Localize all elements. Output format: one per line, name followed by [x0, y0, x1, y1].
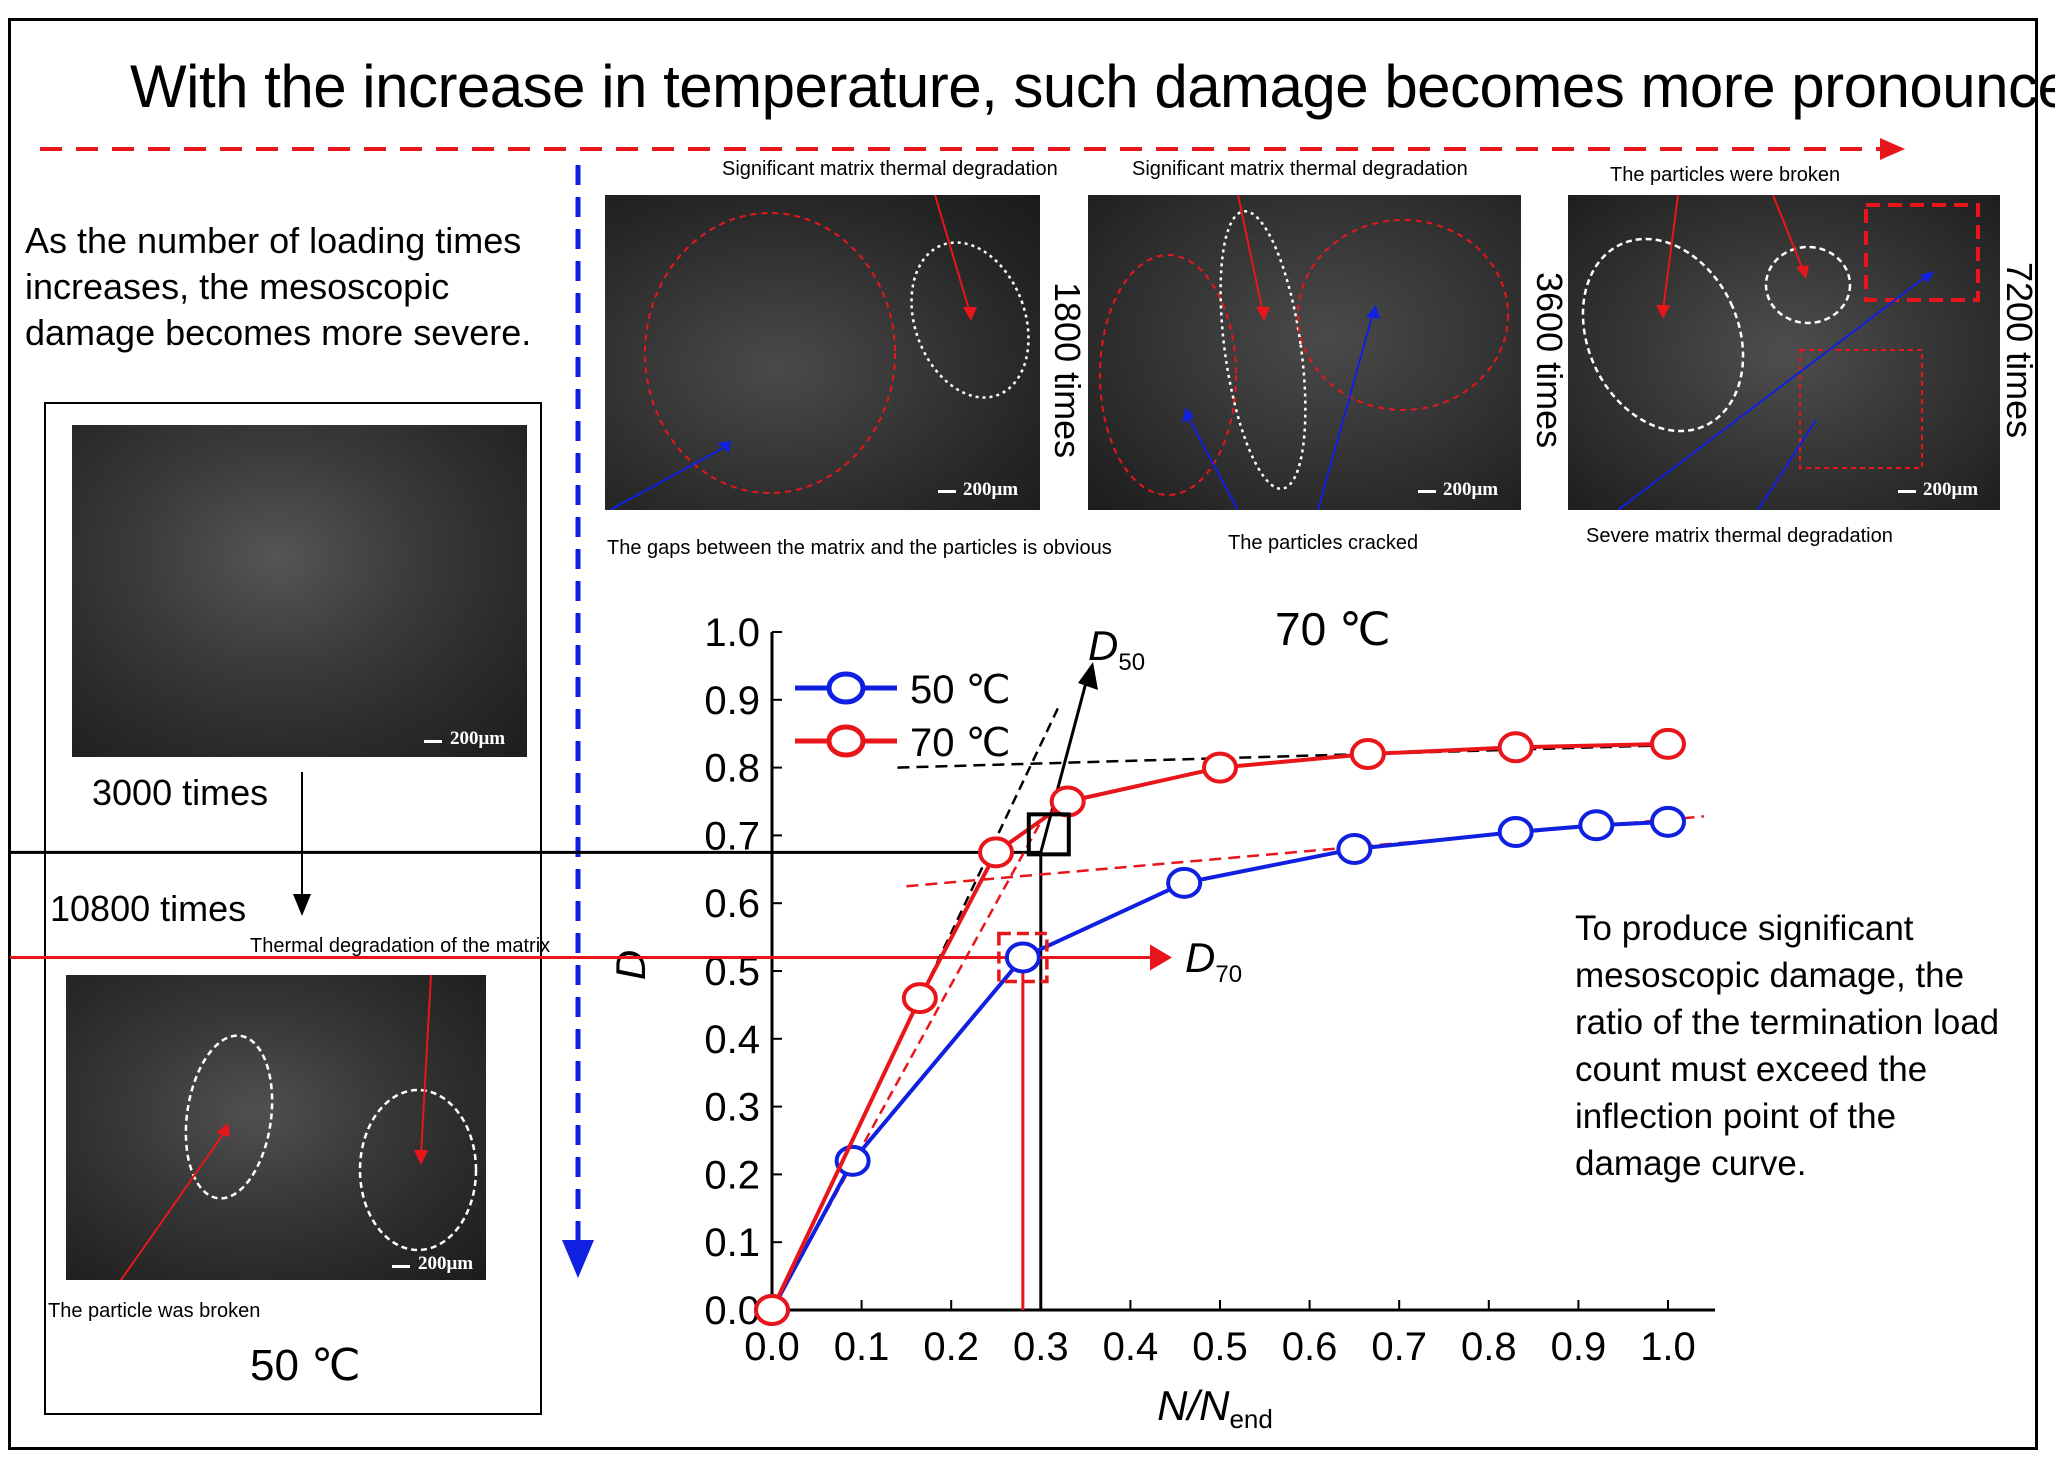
series-line-1: [770, 741, 1669, 1311]
left-panel: [44, 402, 542, 1415]
temperature-arrow-head: [1880, 138, 1905, 160]
sem-markings-3600: [1099, 195, 1509, 510]
data-point: [1497, 731, 1534, 764]
scale-bar-label: 200μm: [450, 728, 506, 749]
label-particles-broken: The particles were broken: [1610, 164, 1841, 186]
data-point: [1166, 866, 1203, 899]
y-tick-label: 0.3: [704, 1086, 760, 1130]
d50-arrow-head: [1078, 662, 1098, 690]
x-tick-label: 0.6: [1282, 1325, 1338, 1369]
sem-markings-7200: [1581, 195, 1980, 510]
label-gaps: The gaps between the matrix and the part…: [607, 537, 1112, 559]
chart-title: 70 ℃: [1275, 603, 1391, 655]
d50-marker-box: [1026, 812, 1071, 857]
times-10800: 10800 times: [50, 888, 247, 929]
legend-marker: [826, 724, 866, 758]
legend-marker: [826, 671, 866, 705]
label-severe-degradation: Severe matrix thermal degradation: [1586, 525, 1893, 547]
y-tick-label: 0.8: [704, 747, 760, 791]
y-tick-label: 0.0: [704, 1289, 760, 1333]
x-tick-label: 0.4: [1103, 1325, 1159, 1369]
data-point: [901, 982, 938, 1015]
data-point: [978, 836, 1014, 869]
tangent-line-initial-50: [770, 821, 1042, 1311]
x-tick-label: 0.5: [1192, 1325, 1248, 1369]
left-temperature: 50 ℃: [250, 1341, 361, 1390]
y-tick-label: 0.6: [704, 882, 760, 926]
tangent-line-plateau-70: [897, 743, 1669, 769]
d50-arrow-line: [1039, 674, 1090, 853]
x-tick-label: 0.2: [923, 1325, 979, 1369]
data-point: [1336, 832, 1373, 865]
label-matrix-degradation-1: Significant matrix thermal degradation: [722, 158, 1058, 180]
conclusion-text: To produce significant mesoscopic damage…: [1575, 909, 2000, 1183]
scale-bar-label: 200μm: [418, 1253, 474, 1274]
data-point: [1650, 805, 1686, 838]
side-note: As the number of loading times increases…: [25, 220, 532, 353]
legend-label: 50 ℃: [910, 668, 1011, 712]
sem-image-3600: 200μm: [1088, 195, 1521, 510]
data-point: [1578, 809, 1615, 842]
sem-image-7200: 200μm: [1568, 195, 2000, 510]
d70-marker-box: [997, 931, 1049, 984]
data-point: [1497, 816, 1534, 849]
loading-arrow-head: [562, 1240, 594, 1278]
headline: With the increase in temperature, such d…: [130, 53, 2055, 120]
legend-label: 70 ℃: [910, 721, 1011, 765]
sem-markings-1800: [609, 195, 1030, 510]
sem-image-1800: 200μm: [605, 195, 1040, 510]
x-tick-label: 0.3: [1013, 1325, 1069, 1369]
x-tick-label: 0.7: [1371, 1325, 1427, 1369]
label-thermal-degradation: Thermal degradation of the matrix: [250, 935, 551, 957]
y-tick-label: 0.1: [704, 1221, 760, 1265]
y-tick-label: 1.0: [704, 611, 760, 655]
x-axis-label: N/Nend: [1157, 1382, 1273, 1434]
data-point: [1049, 785, 1086, 818]
data-point: [1202, 751, 1238, 784]
scale-bar-label: 200μm: [1923, 479, 1979, 500]
d50-label: D50: [1088, 622, 1145, 676]
x-tick-label: 0.0: [744, 1325, 800, 1369]
x-tick-label: 1.0: [1640, 1325, 1696, 1369]
data-point: [1004, 941, 1041, 974]
y-tick-label: 0.4: [704, 1018, 760, 1062]
x-tick-label: 0.9: [1551, 1325, 1607, 1369]
d70-arrow-head: [1150, 944, 1172, 971]
y-tick-label: 0.9: [704, 679, 760, 723]
figure-frame: [8, 18, 2038, 1450]
data-point: [754, 1294, 790, 1326]
sem-image-3000: 200μm: [72, 425, 527, 757]
label-matrix-degradation-2: Significant matrix thermal degradation: [1132, 158, 1468, 180]
d70-label: D70: [1185, 934, 1242, 988]
loading-down-arrow: [293, 772, 311, 916]
sem-image-10800: 200μm: [66, 975, 486, 1280]
y-axis-label: D: [607, 950, 654, 980]
x-tick-label: 0.8: [1461, 1325, 1517, 1369]
y-tick-label: 0.2: [704, 1153, 760, 1197]
data-point: [1650, 727, 1686, 760]
x-tick-label: 0.1: [834, 1325, 890, 1369]
scale-bar-label: 200μm: [963, 479, 1019, 500]
label-particle-broken: The particle was broken: [48, 1300, 261, 1322]
times-3000: 3000 times: [92, 772, 269, 813]
scale-bar-label: 200μm: [1443, 479, 1499, 500]
label-particles-cracked: The particles cracked: [1228, 532, 1419, 554]
data-point: [1349, 738, 1386, 771]
